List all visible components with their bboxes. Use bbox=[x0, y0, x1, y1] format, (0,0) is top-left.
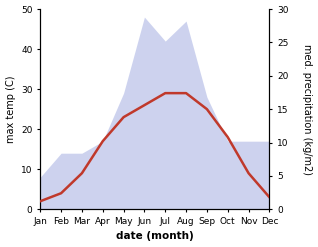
Y-axis label: max temp (C): max temp (C) bbox=[5, 75, 16, 143]
Y-axis label: med. precipitation (kg/m2): med. precipitation (kg/m2) bbox=[302, 44, 313, 175]
X-axis label: date (month): date (month) bbox=[116, 231, 194, 242]
